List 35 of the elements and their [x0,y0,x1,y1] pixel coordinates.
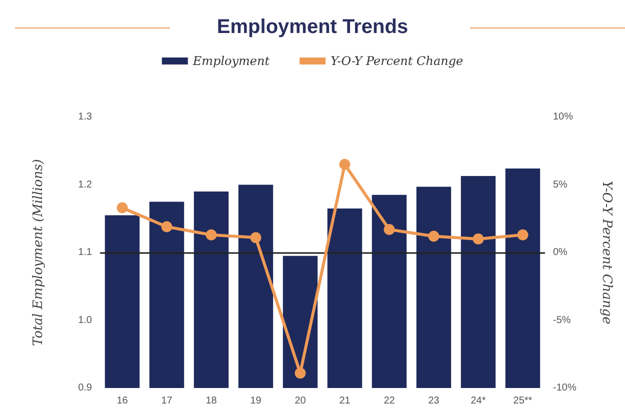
point [206,229,217,240]
point [161,221,172,232]
y2-tick-label: 5% [553,179,568,190]
chart-title: Employment Trends [216,16,408,38]
x-tick-label: 25** [513,396,532,406]
point [116,202,128,214]
y-tick-label: 1.3 [78,112,92,122]
x-tick-label: 21 [339,396,351,406]
y-axis-title: Total Employment (Millions) [31,159,46,346]
x-tick-label: 16 [116,396,128,406]
y2-tick-label: -5% [553,314,571,326]
x-tick-label: 19 [250,396,262,406]
y2-axis-title: Y-O-Y Percent Change [599,180,614,325]
legend-label: Employment [192,54,270,68]
legend-label: Y-O-Y Percent Change [330,54,464,68]
point [517,229,528,240]
y2-tick-label: -10% [553,382,576,394]
x-tick-label: 18 [206,396,218,406]
y-tick-label: 0.9 [78,382,92,394]
y-tick-label: 1.0 [78,314,92,326]
y2-tick-label: 10% [553,112,574,122]
x-tick-label: 20 [294,396,306,406]
y-tick-label: 1.1 [78,247,92,258]
point [294,368,306,379]
x-tick-label: 24* [470,396,486,406]
point [472,233,484,244]
point [384,224,395,235]
x-tick-label: 22 [384,396,396,406]
point [250,232,262,244]
y2-tick-label: 0% [553,247,568,258]
x-tick-label: 17 [161,396,173,406]
point [339,158,350,170]
x-tick-label: 23 [428,396,440,406]
y-tick-label: 1.2 [78,179,92,190]
point [428,230,440,242]
